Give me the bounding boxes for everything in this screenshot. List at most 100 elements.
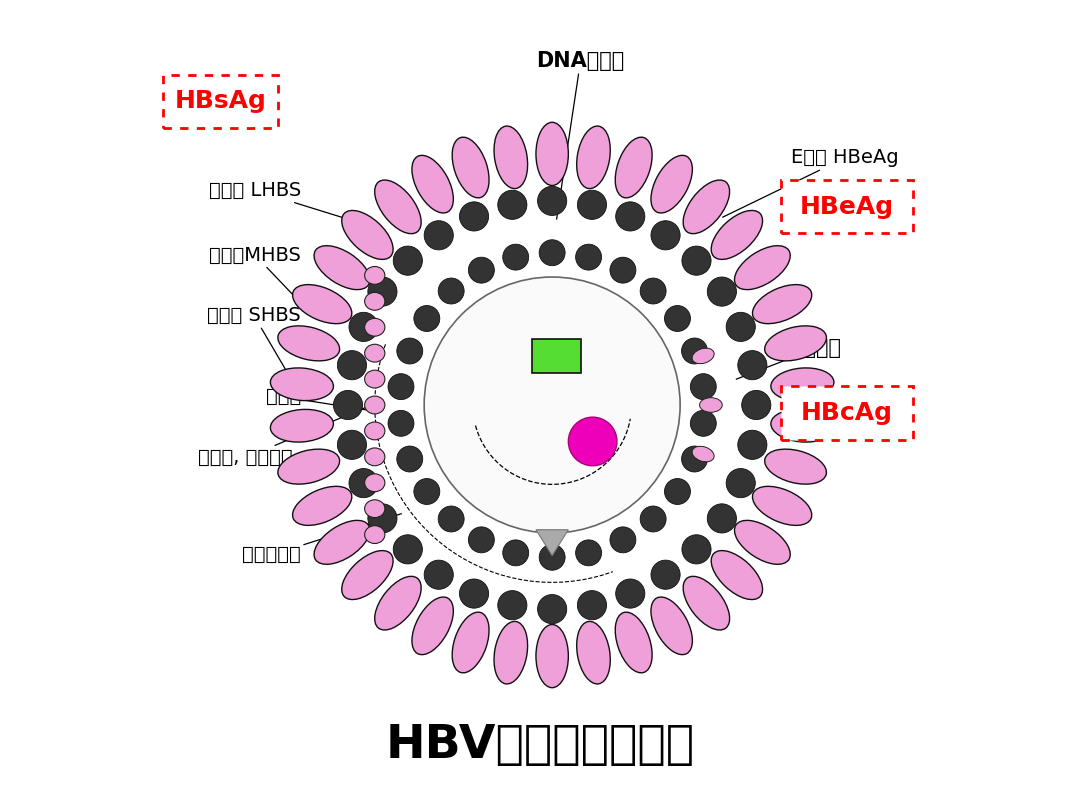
Ellipse shape: [365, 370, 384, 388]
Circle shape: [368, 504, 397, 533]
Circle shape: [498, 590, 527, 620]
Ellipse shape: [314, 520, 369, 565]
Circle shape: [616, 202, 645, 231]
Circle shape: [417, 270, 688, 540]
Ellipse shape: [712, 551, 762, 599]
Ellipse shape: [577, 621, 610, 684]
Ellipse shape: [753, 486, 812, 526]
Circle shape: [459, 202, 488, 231]
Ellipse shape: [365, 396, 384, 414]
Circle shape: [742, 390, 771, 420]
Ellipse shape: [765, 449, 826, 484]
Circle shape: [738, 351, 767, 380]
Circle shape: [576, 540, 602, 566]
Ellipse shape: [365, 318, 384, 336]
Circle shape: [538, 595, 567, 624]
Ellipse shape: [375, 576, 421, 630]
Circle shape: [578, 590, 607, 620]
Polygon shape: [536, 530, 568, 556]
Circle shape: [651, 220, 680, 249]
Circle shape: [469, 258, 495, 283]
Ellipse shape: [278, 449, 339, 484]
Bar: [531, 339, 581, 373]
Ellipse shape: [365, 448, 384, 466]
Text: 中蛋白MHBS: 中蛋白MHBS: [210, 245, 314, 317]
Ellipse shape: [765, 326, 826, 361]
Circle shape: [539, 544, 565, 570]
Circle shape: [681, 446, 707, 472]
Ellipse shape: [651, 597, 692, 654]
Text: E抗原 HBeAg: E抗原 HBeAg: [723, 148, 899, 217]
Circle shape: [337, 430, 366, 459]
Circle shape: [664, 479, 690, 505]
Text: 聚合酶, 反转录酶: 聚合酶, 反转录酶: [199, 398, 389, 467]
Text: 大蛋白 LHBS: 大蛋白 LHBS: [208, 181, 372, 227]
Ellipse shape: [293, 486, 352, 526]
Circle shape: [498, 190, 527, 220]
Circle shape: [681, 338, 707, 364]
Circle shape: [393, 246, 422, 275]
Ellipse shape: [616, 137, 652, 198]
Ellipse shape: [365, 292, 384, 310]
Ellipse shape: [293, 284, 352, 324]
Ellipse shape: [365, 474, 384, 492]
Ellipse shape: [314, 245, 369, 290]
Circle shape: [438, 278, 464, 304]
Circle shape: [539, 240, 565, 266]
Circle shape: [356, 209, 748, 601]
Ellipse shape: [365, 266, 384, 284]
Circle shape: [396, 338, 422, 364]
Ellipse shape: [692, 446, 714, 462]
FancyBboxPatch shape: [163, 75, 278, 128]
Circle shape: [337, 351, 366, 380]
Circle shape: [651, 561, 680, 590]
Text: DNA基因组: DNA基因组: [537, 51, 624, 246]
Circle shape: [368, 277, 397, 306]
Text: 核心抗原: 核心抗原: [706, 339, 841, 390]
Text: HBV病毒粒子模型图: HBV病毒粒子模型图: [386, 723, 694, 768]
Circle shape: [568, 417, 617, 466]
Circle shape: [424, 220, 454, 249]
Circle shape: [396, 446, 422, 472]
Circle shape: [349, 468, 378, 497]
Ellipse shape: [270, 409, 334, 442]
FancyBboxPatch shape: [781, 180, 914, 233]
Ellipse shape: [494, 126, 528, 189]
Ellipse shape: [278, 326, 339, 361]
Text: 脂质膜: 脂质膜: [266, 387, 384, 412]
Ellipse shape: [684, 180, 730, 234]
Ellipse shape: [753, 284, 812, 324]
Ellipse shape: [684, 576, 730, 630]
Ellipse shape: [375, 180, 421, 234]
Ellipse shape: [365, 422, 384, 440]
Circle shape: [578, 190, 607, 220]
Circle shape: [664, 305, 690, 331]
FancyBboxPatch shape: [781, 386, 914, 440]
Ellipse shape: [365, 500, 384, 518]
Circle shape: [367, 220, 738, 590]
Circle shape: [538, 186, 567, 215]
Ellipse shape: [577, 126, 610, 189]
Ellipse shape: [536, 122, 568, 185]
Circle shape: [393, 535, 422, 564]
Text: 主蛋白 SHBS: 主蛋白 SHBS: [207, 306, 301, 394]
Circle shape: [469, 526, 495, 552]
Ellipse shape: [771, 409, 834, 442]
Ellipse shape: [270, 368, 334, 401]
Circle shape: [503, 540, 529, 566]
Circle shape: [424, 277, 680, 533]
Circle shape: [459, 579, 488, 608]
Circle shape: [414, 305, 440, 331]
Circle shape: [576, 244, 602, 270]
Text: 末端蛋白质: 末端蛋白质: [242, 504, 433, 565]
Circle shape: [726, 468, 755, 497]
Ellipse shape: [771, 368, 834, 401]
Circle shape: [388, 411, 414, 437]
Circle shape: [640, 278, 666, 304]
Circle shape: [640, 506, 666, 532]
Ellipse shape: [341, 551, 393, 599]
Text: HBcAg: HBcAg: [801, 401, 893, 425]
Circle shape: [726, 313, 755, 342]
Circle shape: [438, 506, 464, 532]
Circle shape: [681, 535, 711, 564]
